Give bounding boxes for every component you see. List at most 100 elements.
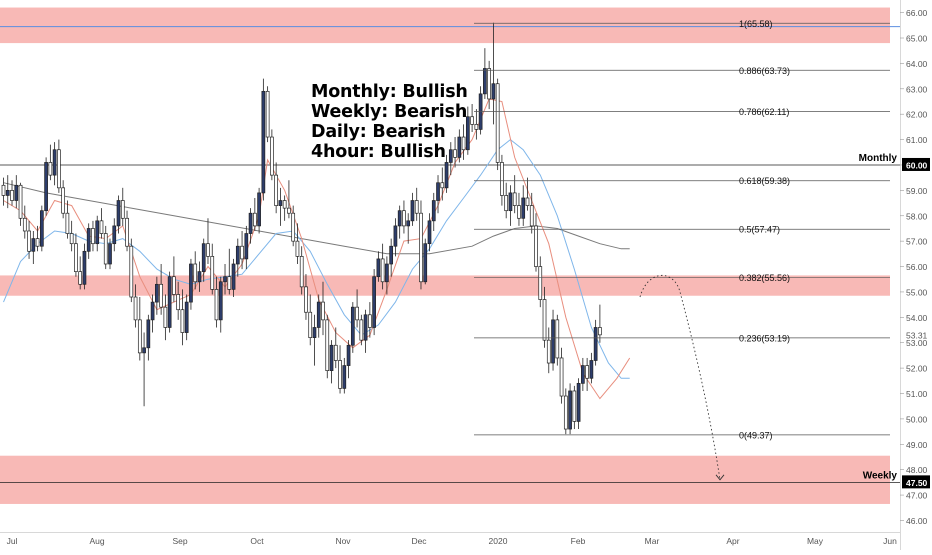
candle [593, 319, 598, 366]
candle [551, 309, 555, 371]
candle [214, 276, 219, 328]
candle-body [372, 276, 376, 328]
candle [572, 385, 577, 430]
candle-body [95, 220, 100, 245]
candle-body [385, 263, 389, 283]
candle [325, 314, 330, 379]
candle-body [406, 220, 411, 227]
candle-body [137, 319, 142, 354]
candle [95, 215, 100, 252]
candle-body [308, 311, 313, 338]
price-tick-label: 63.00 [906, 84, 928, 94]
candle [5, 175, 10, 209]
fib-level-label: 0.236(53.19) [739, 333, 790, 343]
candle [414, 187, 419, 221]
candle-body [184, 301, 189, 333]
annotation-weekly: Weekly: Bearish [311, 102, 468, 122]
candle [22, 205, 27, 239]
candle-body [338, 360, 342, 389]
candle [304, 274, 308, 320]
candle [35, 225, 40, 252]
candle-body [423, 243, 428, 283]
candle-body [270, 136, 274, 176]
candle [193, 251, 198, 290]
candle-body [69, 233, 74, 245]
candle-body [5, 190, 10, 196]
candle-body [538, 266, 543, 300]
candle-body [223, 276, 227, 283]
candle [82, 243, 87, 290]
candle [576, 378, 581, 430]
candle [150, 294, 155, 333]
ema-long-line [3, 138, 630, 379]
candle [380, 243, 385, 290]
candle [176, 281, 181, 320]
candle-body [568, 390, 572, 430]
candle-body [1, 184, 6, 196]
price-tick-label: 49.00 [906, 440, 928, 450]
fib-level-label: 0.618(59.38) [739, 176, 790, 186]
candle-body [504, 195, 509, 212]
candle [282, 195, 287, 221]
candle [321, 281, 325, 336]
candle-body [180, 309, 185, 333]
candle [368, 302, 372, 338]
candle [333, 327, 338, 369]
candle-body [210, 256, 215, 290]
level-price-tag [902, 157, 930, 171]
candle-body [470, 116, 474, 125]
fib-level-label: 0.5(57.47) [739, 225, 780, 235]
candle-body [299, 256, 304, 288]
candle-body [500, 162, 504, 196]
candle-body [402, 210, 406, 227]
candle [210, 243, 215, 295]
candle [244, 225, 249, 270]
candle-body [329, 344, 334, 371]
candle-body [444, 162, 449, 189]
candle [125, 210, 129, 252]
candle-body [74, 243, 78, 272]
candle-body [252, 212, 257, 227]
candle-body [448, 149, 453, 163]
candle-body [265, 90, 270, 138]
candle [223, 264, 227, 295]
level-label-monthly: Monthly [859, 153, 898, 164]
candle [31, 230, 36, 264]
candle [274, 162, 278, 214]
candle [108, 238, 112, 270]
price-tick-label: 52.00 [906, 364, 928, 374]
fibonacci-layer: 1(65.58) 0.886(63.73) 0.786(62.11) 0.618(59… [474, 19, 890, 440]
candle-body [555, 319, 560, 359]
price-tick-label: 66.00 [906, 8, 928, 18]
candle-body [167, 276, 172, 328]
candle [521, 185, 526, 226]
candle-body [159, 283, 163, 308]
candle-body [589, 360, 594, 379]
candle [39, 205, 44, 252]
candle-body [52, 149, 57, 176]
candle-body [491, 83, 496, 100]
candle [598, 304, 602, 343]
candle-body [598, 327, 602, 336]
candle-body [542, 299, 547, 341]
candle-body [355, 306, 359, 321]
candle [423, 238, 428, 285]
candle [559, 347, 564, 404]
price-tick-label: 64.00 [906, 59, 928, 69]
candle-body [546, 339, 551, 364]
candle-body [534, 225, 538, 267]
candles-layer [1, 22, 602, 435]
candle [581, 357, 585, 391]
time-tick-label: Feb [571, 536, 586, 546]
candle-body [193, 263, 198, 283]
sma-slow-line [3, 182, 630, 255]
candle [52, 142, 57, 186]
candle-body [248, 212, 253, 234]
candle [99, 208, 104, 239]
candle-body [103, 233, 108, 265]
candle [419, 200, 423, 290]
candle [74, 233, 78, 277]
candle-body [414, 200, 419, 214]
